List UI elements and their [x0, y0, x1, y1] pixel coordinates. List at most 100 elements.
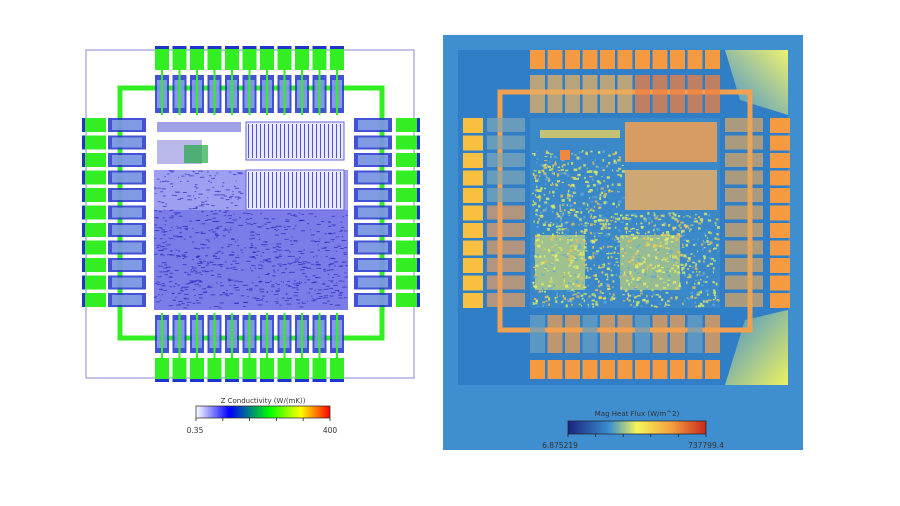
heat-cell	[681, 269, 684, 271]
heat-cell	[592, 246, 595, 249]
std-cell	[226, 290, 228, 292]
std-cell	[213, 221, 217, 223]
io-pad	[687, 360, 703, 379]
std-cell	[177, 198, 181, 200]
heat-cell	[653, 212, 655, 214]
heat-cell	[614, 213, 618, 215]
heat-cell	[699, 279, 702, 281]
pad-edge	[82, 258, 85, 272]
heat-cell	[571, 259, 574, 262]
heat-cell	[650, 304, 653, 307]
io-pad	[463, 240, 483, 256]
heat-cell	[704, 234, 707, 237]
heat-cell	[675, 296, 678, 299]
io-cell	[670, 315, 685, 353]
heat-cell	[697, 227, 701, 230]
heat-cell	[549, 287, 553, 290]
std-cell	[220, 266, 223, 268]
std-cell	[276, 248, 278, 250]
std-cell	[160, 227, 163, 229]
heat-cell	[538, 196, 542, 199]
std-cell	[164, 176, 166, 178]
heat-cell	[659, 245, 662, 248]
std-cell	[154, 188, 157, 190]
std-cell	[328, 263, 333, 265]
heat-cell	[680, 263, 684, 266]
std-cell	[327, 273, 330, 275]
std-cell	[200, 274, 203, 276]
std-cell	[330, 239, 335, 241]
heat-cell	[576, 275, 580, 278]
heat-cell	[560, 172, 563, 175]
std-cell	[225, 267, 230, 269]
io-cell	[725, 223, 763, 237]
heat-cell	[659, 241, 662, 245]
heat-cell	[682, 271, 686, 274]
io-cell-detail	[112, 277, 142, 288]
std-cell	[247, 223, 251, 225]
heat-cell	[580, 193, 584, 196]
heat-cell	[567, 281, 570, 284]
io-cell-detail	[358, 225, 388, 235]
std-cell	[324, 270, 326, 272]
heat-cell	[654, 248, 657, 251]
heat-flux-colorbar: Mag Heat Flux (W/m^2) 6.875219 737799.4	[542, 410, 724, 450]
heat-cell	[707, 243, 711, 246]
heat-cell	[662, 287, 667, 289]
std-cell	[300, 252, 305, 254]
std-cell	[237, 191, 242, 193]
std-cell	[277, 283, 280, 285]
std-cell	[206, 171, 209, 173]
heat-cell	[600, 282, 603, 286]
std-cell	[338, 294, 343, 296]
heat-cell	[598, 181, 602, 185]
std-cell	[154, 209, 158, 211]
std-cell	[180, 181, 182, 183]
io-cell-detail	[358, 190, 388, 200]
heat-cell	[668, 212, 670, 216]
std-cell	[299, 281, 301, 283]
io-pad	[770, 293, 790, 308]
heat-cell	[556, 286, 558, 288]
heat-cell	[543, 255, 546, 258]
std-cell	[272, 275, 276, 277]
heat-cell	[535, 264, 539, 267]
heat-cell	[578, 244, 581, 247]
std-cell	[161, 283, 165, 285]
memory-column	[328, 172, 329, 208]
io-pad	[260, 46, 274, 70]
std-cell	[195, 220, 201, 222]
std-cell	[174, 239, 176, 241]
heat-cell	[607, 245, 609, 249]
std-cell	[221, 252, 224, 254]
heat-cell	[649, 263, 652, 267]
heat-cell	[599, 197, 601, 199]
heat-cell	[610, 274, 614, 277]
std-cell	[333, 246, 338, 248]
std-cell	[157, 246, 160, 248]
std-cell	[166, 270, 171, 272]
heat-cell	[537, 239, 540, 241]
heat-cell	[697, 215, 701, 219]
heat-cell	[620, 286, 622, 290]
std-cell	[159, 181, 162, 183]
std-cell	[276, 243, 282, 245]
heat-cell	[550, 155, 552, 159]
std-cell	[302, 261, 308, 263]
heat-cell	[593, 205, 596, 208]
std-cell	[254, 257, 257, 259]
heat-cell	[574, 168, 578, 172]
std-cell	[343, 253, 348, 255]
io-pad	[295, 46, 309, 70]
memory-column	[304, 172, 305, 208]
std-cell	[325, 250, 330, 252]
std-cell	[160, 191, 164, 193]
heat-cell	[585, 263, 588, 266]
std-cell	[291, 287, 296, 289]
heat-cell	[548, 152, 552, 155]
heat-cell	[555, 258, 559, 262]
heat-cell	[614, 220, 617, 223]
std-cell	[242, 212, 247, 214]
std-cell	[300, 282, 303, 284]
heat-cell	[617, 200, 622, 204]
